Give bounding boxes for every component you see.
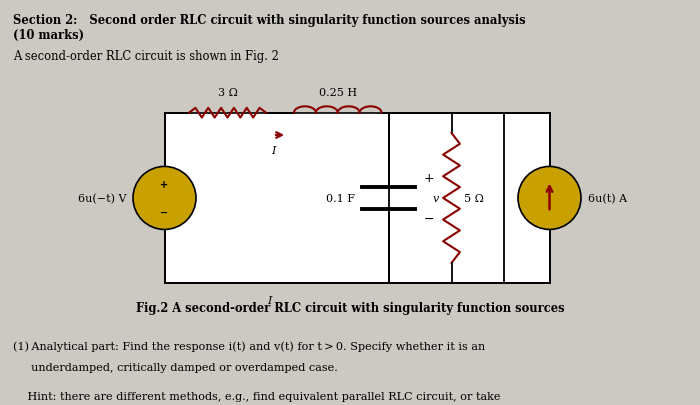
Text: 0.25 H: 0.25 H: [318, 88, 357, 98]
Text: v: v: [433, 194, 439, 203]
Text: 0.1 F: 0.1 F: [326, 194, 355, 203]
Ellipse shape: [518, 167, 581, 230]
Text: I: I: [271, 146, 275, 156]
Text: +: +: [424, 172, 434, 185]
Text: +: +: [160, 179, 169, 189]
Text: I: I: [267, 296, 272, 306]
Text: −: −: [160, 208, 169, 217]
Text: 3 Ω: 3 Ω: [218, 88, 237, 98]
Text: Hint: there are different methods, e.g., find equivalent parallel RLC circuit, o: Hint: there are different methods, e.g.,…: [13, 391, 500, 401]
Text: Section 2:   Second order RLC circuit with singularity function sources analysis: Section 2: Second order RLC circuit with…: [13, 14, 525, 27]
Text: underdamped, critically damped or overdamped case.: underdamped, critically damped or overda…: [13, 362, 337, 373]
Text: 6u(t) A: 6u(t) A: [588, 193, 627, 204]
Text: (1) Analytical part: Find the response i(t) and v(t) for t > 0. Specify whether : (1) Analytical part: Find the response i…: [13, 340, 485, 351]
Bar: [164, 113, 550, 284]
Text: (10 marks): (10 marks): [13, 29, 84, 42]
Ellipse shape: [133, 167, 196, 230]
Text: 6u(−t) V: 6u(−t) V: [78, 193, 126, 204]
Text: −: −: [424, 212, 434, 225]
Text: A second-order RLC circuit is shown in Fig. 2: A second-order RLC circuit is shown in F…: [13, 49, 279, 62]
Text: 5 Ω: 5 Ω: [464, 194, 484, 203]
Text: Fig.2 A second-order RLC circuit with singularity function sources: Fig.2 A second-order RLC circuit with si…: [136, 302, 564, 315]
